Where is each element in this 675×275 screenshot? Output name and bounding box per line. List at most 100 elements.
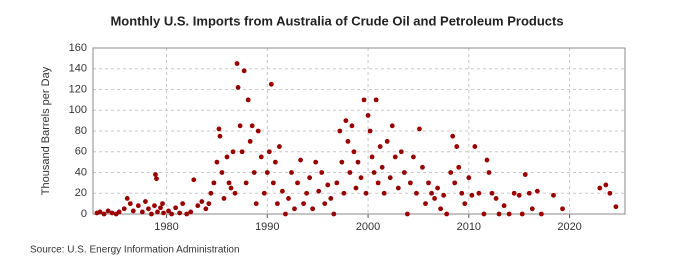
point [268, 81, 274, 87]
point [226, 180, 232, 186]
point [154, 176, 159, 182]
y-tick-label: 0 [81, 208, 87, 220]
point [462, 201, 468, 207]
point [395, 185, 401, 191]
point [506, 211, 512, 217]
point [253, 201, 259, 207]
point [529, 206, 535, 212]
point [469, 192, 475, 198]
point [230, 149, 236, 155]
point [607, 190, 613, 196]
point [481, 211, 487, 217]
point [466, 175, 472, 181]
point [180, 201, 186, 207]
point [249, 123, 255, 129]
point [387, 175, 393, 181]
point [195, 203, 201, 209]
point [228, 185, 234, 191]
point [214, 159, 220, 165]
point [177, 210, 183, 216]
point [155, 209, 160, 215]
point [239, 149, 245, 155]
point [331, 211, 337, 217]
point [501, 203, 507, 209]
point [266, 149, 272, 155]
point [358, 175, 364, 181]
point [353, 185, 359, 191]
point [369, 154, 375, 160]
point [307, 175, 313, 181]
point [551, 192, 556, 198]
point [277, 144, 282, 149]
point [184, 211, 190, 217]
point [158, 205, 163, 211]
point [283, 211, 288, 217]
point [289, 170, 294, 175]
point [127, 201, 133, 207]
point [161, 210, 166, 216]
point [371, 170, 377, 175]
point [407, 180, 413, 186]
point [426, 180, 431, 186]
y-tick-label: 160 [69, 42, 87, 54]
point [373, 97, 379, 103]
point [146, 206, 151, 212]
point [392, 154, 398, 160]
point [199, 199, 205, 204]
point [264, 170, 270, 175]
point [286, 196, 291, 201]
point [169, 211, 174, 217]
point [452, 180, 458, 186]
point [203, 206, 209, 212]
point [221, 196, 227, 201]
y-tick-label: 120 [69, 83, 87, 95]
point [319, 170, 325, 175]
point [316, 188, 322, 194]
plot-frame [92, 47, 626, 215]
point [343, 118, 349, 124]
point [363, 190, 369, 196]
point [255, 128, 261, 134]
point [347, 170, 353, 175]
point [334, 180, 340, 186]
point [224, 154, 230, 160]
point [313, 159, 319, 165]
point [292, 206, 297, 212]
point [301, 201, 306, 207]
point [245, 97, 251, 103]
point [109, 210, 115, 216]
point [381, 190, 387, 196]
point [489, 190, 495, 196]
point [493, 196, 499, 201]
point [274, 201, 280, 207]
point [247, 138, 253, 144]
point [441, 192, 447, 198]
point [603, 182, 609, 188]
point [516, 192, 522, 198]
y-axis-label: Thousand Barrels per Day [40, 66, 52, 195]
point [349, 123, 355, 129]
point [298, 157, 303, 163]
point [272, 159, 278, 165]
point [206, 201, 212, 207]
point [534, 188, 540, 194]
point [444, 211, 450, 217]
point [280, 188, 285, 194]
point [173, 205, 179, 211]
point [153, 172, 158, 177]
point [560, 206, 565, 212]
point [142, 199, 148, 204]
point [450, 133, 456, 139]
point [389, 123, 395, 129]
y-tick-label: 60 [75, 146, 87, 158]
point [355, 159, 361, 165]
y-tick-label: 40 [75, 166, 87, 178]
point [519, 211, 525, 217]
point [322, 201, 328, 207]
point [188, 209, 194, 215]
point [258, 154, 264, 160]
point [377, 144, 383, 149]
point [211, 180, 217, 186]
point [398, 149, 404, 155]
